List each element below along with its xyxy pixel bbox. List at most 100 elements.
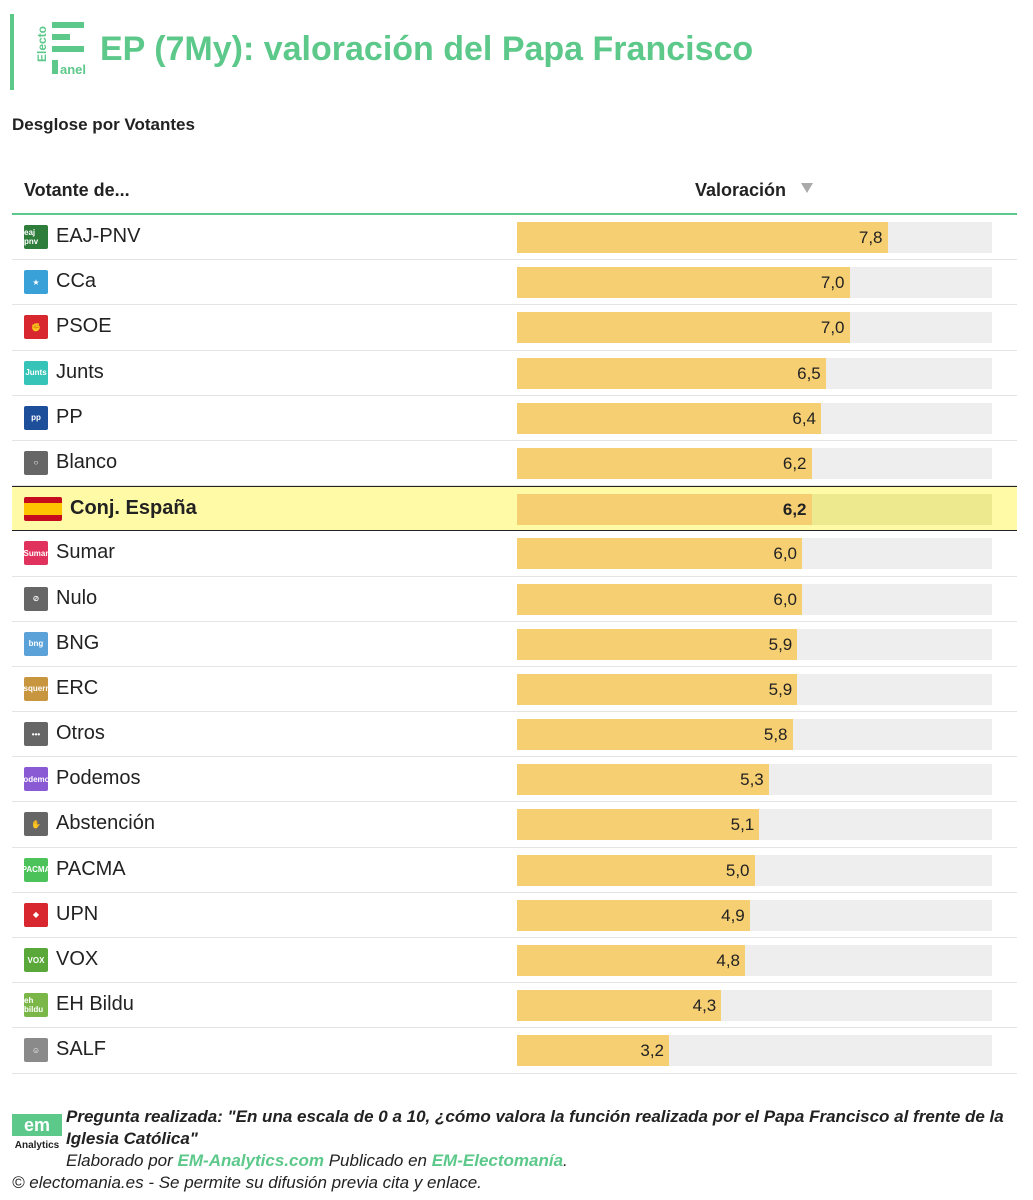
psoe-logo-icon: ✊ xyxy=(24,315,48,340)
bar-track: 6,4 xyxy=(517,402,992,434)
bar-track: 7,0 xyxy=(517,267,992,299)
data-label: 6,0 xyxy=(773,544,797,564)
bar-track: 6,0 xyxy=(517,538,992,570)
bar-track: 7,8 xyxy=(517,222,992,253)
chart-subtitle: Desglose por Votantes xyxy=(12,115,195,134)
column-header-voter[interactable]: Votante de... xyxy=(24,180,130,200)
category-label: BNG xyxy=(56,631,100,654)
bar: 6,5 xyxy=(517,357,826,389)
header-accent-line xyxy=(10,14,14,90)
data-label: 5,9 xyxy=(768,679,793,699)
logo-text-bottom: anel xyxy=(60,62,86,77)
bar-track: 4,9 xyxy=(517,899,992,931)
bar: 3,2 xyxy=(517,1035,669,1067)
bar: 5,8 xyxy=(517,719,793,751)
data-label: 4,8 xyxy=(716,951,740,970)
category-label: VOX xyxy=(56,948,99,970)
eh-bildu-logo-icon: eh bildu xyxy=(24,993,48,1018)
category-label: UPN xyxy=(56,902,99,925)
category-label: ERC xyxy=(56,676,99,699)
chart-row: Conj. España 6,2 xyxy=(12,486,1017,532)
chart-row: bng BNG 5,9 xyxy=(12,622,1017,667)
column-header-rating[interactable]: Valoración xyxy=(695,180,787,200)
sumar-logo-icon: Sumar xyxy=(24,541,48,566)
bar: 7,0 xyxy=(517,312,850,344)
pacma-logo-icon: PACMA xyxy=(24,857,48,882)
blank-vote-icon: ○ xyxy=(24,450,48,475)
abstention-icon: ✋ xyxy=(24,812,48,837)
salf-logo-icon: ☺ xyxy=(24,1038,48,1063)
chart-row: ✋ Abstención 5,1 xyxy=(12,802,1017,848)
category-label: PSOE xyxy=(56,315,112,338)
chart-row: eaj pnv EAJ-PNV 7,8 xyxy=(12,215,1017,261)
credit-prefix: Elaborado por xyxy=(66,1151,178,1170)
chart-row: ••• Otros 5,8 xyxy=(12,712,1017,758)
chart-row: pp PP 6,4 xyxy=(12,396,1017,441)
bar: 7,8 xyxy=(517,222,888,253)
bng-logo-icon: bng xyxy=(24,631,48,656)
bar: 5,9 xyxy=(517,673,798,705)
category-label: Abstención xyxy=(56,812,155,835)
category-label: PP xyxy=(56,405,83,428)
category-label: Conj. España xyxy=(70,497,197,520)
logo-text-top: Electo xyxy=(35,26,49,62)
null-vote-icon: ⊘ xyxy=(24,586,48,611)
bar: 6,2 xyxy=(517,494,812,526)
data-label: 5,8 xyxy=(763,725,788,745)
data-label: 6,4 xyxy=(792,408,816,428)
chart-row: esquerra ERC 5,9 xyxy=(12,667,1017,713)
chart-row: ⊘ Nulo 6,0 xyxy=(12,577,1017,622)
category-label: PACMA xyxy=(56,857,126,880)
bar-track: 7,0 xyxy=(517,312,992,344)
em-analytics-link[interactable]: EM-Analytics.com xyxy=(177,1151,324,1170)
bar: 4,9 xyxy=(517,899,750,931)
bar: 5,0 xyxy=(517,854,755,886)
data-label: 5,0 xyxy=(725,860,750,880)
data-label: 4,3 xyxy=(692,996,717,1016)
category-label: Sumar xyxy=(56,541,115,564)
survey-question: Pregunta realizada: "En una escala de 0 … xyxy=(66,1107,1004,1148)
bar: 6,0 xyxy=(517,538,802,570)
copyright: © electomania.es - Se permite su difusió… xyxy=(12,1173,482,1192)
chart-row: ✊ PSOE 7,0 xyxy=(12,305,1017,351)
category-label: Junts xyxy=(56,360,104,383)
electopanel-logo: Electo anel xyxy=(35,22,86,77)
upn-logo-icon: ◆ xyxy=(24,902,48,927)
data-label: 7,0 xyxy=(820,318,845,338)
podemos-logo-icon: Podemos xyxy=(24,767,48,792)
bar: 4,3 xyxy=(517,990,722,1022)
category-label: SALF xyxy=(56,1038,107,1061)
data-label: 7,8 xyxy=(858,228,883,247)
bar-track: 5,8 xyxy=(517,719,992,751)
header-divider xyxy=(12,213,1017,215)
em-electomania-link[interactable]: EM-Electomanía xyxy=(431,1151,564,1170)
bar-track: 4,8 xyxy=(517,945,992,976)
spain-flag-icon xyxy=(24,497,62,522)
chart-row: VOX VOX 4,8 xyxy=(12,938,1017,984)
bar-track: 6,2 xyxy=(517,494,992,526)
bar: 5,9 xyxy=(517,628,798,660)
credit-line: Elaborado por EM-Analytics.com Publicado… xyxy=(66,1151,568,1171)
data-label: 6,2 xyxy=(782,453,807,473)
data-label: 4,9 xyxy=(721,905,745,925)
chart-row: ○ Blanco 6,2 xyxy=(12,441,1017,487)
bar-track: 6,2 xyxy=(517,447,992,479)
bar-track: 6,5 xyxy=(517,357,992,389)
bar-track: 5,1 xyxy=(517,809,992,841)
bar: 7,0 xyxy=(517,267,850,299)
sort-descending-icon[interactable] xyxy=(801,183,813,193)
credit-suffix: . xyxy=(563,1151,568,1170)
data-label: 5,3 xyxy=(740,770,764,790)
bar-track: 6,0 xyxy=(517,583,992,615)
bar-track: 3,2 xyxy=(517,1035,992,1067)
bar-track: 4,3 xyxy=(517,990,992,1022)
data-label: 6,2 xyxy=(782,500,807,520)
bar: 5,1 xyxy=(517,809,760,841)
vox-logo-icon: VOX xyxy=(24,948,48,972)
category-label: Blanco xyxy=(56,450,118,473)
bar-track: 5,3 xyxy=(517,764,992,796)
data-label: 5,9 xyxy=(768,634,793,654)
page-title: EP (7My): valoración del Papa Francisco xyxy=(100,30,754,68)
bar: 5,3 xyxy=(517,764,769,796)
chart-row: Sumar Sumar 6,0 xyxy=(12,531,1017,577)
